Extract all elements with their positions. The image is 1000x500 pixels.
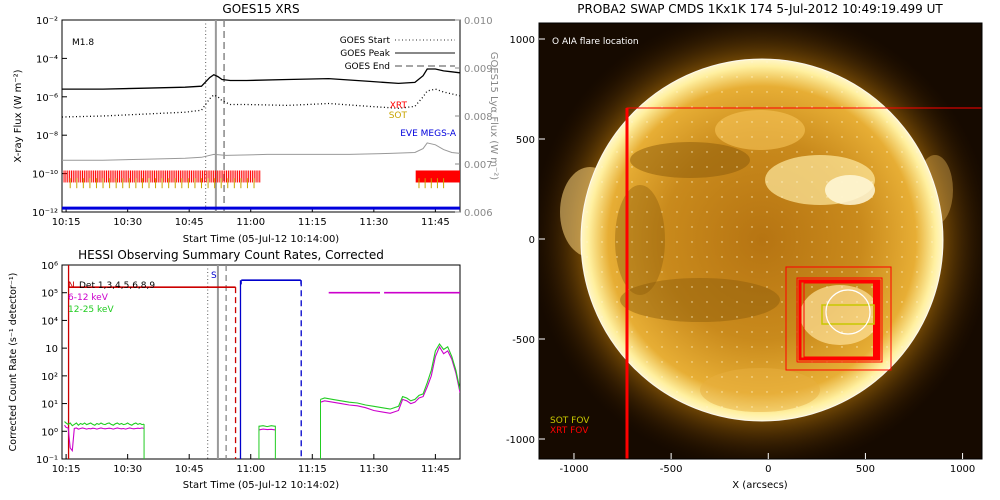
hessi-y-tick-label: 10⁰	[41, 427, 58, 438]
hessi-series-1-seg-2	[321, 344, 461, 409]
swap-title: PROBA2 SWAP CMDS 1Kx1K 174 5-Jul-2012 10…	[577, 2, 943, 16]
legend-hessi-6-12: 6-12 keV	[68, 293, 109, 303]
hessi-legend: N Det 1,3,4,5,6,8,9 6-12 keV 12-25 keV S	[68, 271, 217, 315]
goes-sot-label: SOT	[389, 111, 408, 121]
goes-flare-class: M1.8	[72, 38, 94, 48]
legend-hessi-detectors: Det 1,3,4,5,6,8,9	[79, 281, 155, 291]
hessi-y-tick-label: 10¹	[41, 400, 58, 411]
hessi-flag-s: S	[211, 271, 217, 281]
swap-x-tick-label: 500	[856, 464, 875, 475]
swap-y-tick-label: -1000	[506, 435, 535, 446]
goes-y-label: X-ray Flux (W m⁻²)	[13, 69, 24, 162]
swap-x-tick-label: 0	[765, 464, 771, 475]
legend-sot-fov: SOT FOV	[550, 416, 590, 426]
goes-series-0	[62, 69, 460, 89]
hessi-y-label: Corrected Count Rate (s⁻¹ detector⁻¹)	[8, 273, 19, 452]
hessi-y-tick-label: 10⁴	[41, 316, 58, 327]
goes-y-tick-label: 10⁻⁴	[36, 54, 58, 65]
swap-x-tick-label: 1000	[950, 464, 975, 475]
swap-y-tick-label: 0	[529, 235, 535, 246]
swap-y-tick-label: 500	[516, 135, 535, 146]
goes-series-2	[62, 143, 460, 160]
hessi-x-ticks: 10:15 10:30 10:45 11:00 11:15 11:30 11:45	[52, 454, 450, 475]
hessi-x-tick-label: 10:45	[175, 464, 204, 475]
hessi-x-tick-label: 10:30	[113, 464, 142, 475]
goes-x-tick-label: 10:30	[113, 217, 142, 228]
goes-eve-label: EVE MEGS-A	[400, 129, 457, 139]
goes-x-ticks: 10:15 10:30 10:45 11:00 11:15 11:30 11:45	[52, 207, 450, 228]
goes-y-tick-label: 10⁻¹⁰	[32, 170, 58, 181]
legend-goes-peak: GOES Peak	[340, 49, 390, 59]
legend-goes-start: GOES Start	[340, 36, 391, 46]
goes-y2-label: GOES15 Lyα Flux (W m⁻²)	[488, 52, 499, 180]
goes-y2-tick-label: 0.006	[464, 208, 493, 219]
swap-x-label: X (arcsecs)	[732, 480, 788, 491]
goes-x-tick-label: 11:45	[421, 217, 450, 228]
hessi-marks	[65, 265, 461, 459]
swap-image: O AIA flare location SOT FOV XRT FOV	[530, 8, 994, 472]
aia-flare-location-label: O AIA flare location	[552, 37, 639, 47]
hessi-flag-n: N	[68, 281, 75, 291]
swap-y-tick-label: -500	[512, 335, 535, 346]
hessi-x-tick-label: 11:45	[421, 464, 450, 475]
goes-x-label: Start Time (05-Jul-12 10:14:00)	[183, 234, 340, 245]
goes-y-tick-label: 10⁻²	[36, 16, 58, 27]
hessi-title: HESSI Observing Summary Count Rates, Cor…	[78, 248, 384, 262]
legend-xrt-fov: XRT FOV	[550, 426, 589, 436]
hessi-y-tick-label: 10⁵	[41, 289, 58, 300]
swap-x-tick-label: -500	[660, 464, 683, 475]
goes-x-tick-label: 11:00	[236, 217, 265, 228]
hessi-x-tick-label: 11:15	[298, 464, 327, 475]
hessi-series-0-seg-0	[65, 425, 145, 451]
goes-x-tick-label: 11:30	[359, 217, 388, 228]
hessi-series-0-seg-2	[321, 347, 461, 414]
swap-x-tick-label: -1000	[559, 464, 588, 475]
legend-hessi-12-25: 12-25 keV	[68, 305, 114, 315]
figure: GOES15 XRS 10⁻²10⁻⁴10⁻⁶10⁻⁸10⁻¹⁰10⁻¹² 0.…	[0, 0, 1000, 500]
hessi-series-0-seg-1	[259, 429, 276, 430]
swap-y-tick-label: 1000	[510, 35, 535, 46]
hessi-y-tick-label: 10⁶	[41, 261, 58, 272]
hessi-y-tick-label: 10²	[41, 372, 58, 383]
goes-legend: GOES Start GOES Peak GOES End	[340, 36, 455, 72]
hessi-x-label: Start Time (05-Jul-12 10:14:02)	[183, 480, 340, 491]
legend-goes-end: GOES End	[345, 62, 390, 72]
goes-y-tick-label: 10⁻⁶	[36, 93, 58, 104]
hessi-y-tick-label: 10⁳	[45, 344, 58, 355]
hessi-series-1-seg-0	[65, 422, 145, 426]
goes-coverage-bars	[62, 170, 460, 208]
goes-x-tick-label: 10:45	[175, 217, 204, 228]
hessi-series-1-seg-1	[259, 426, 276, 427]
goes-title: GOES15 XRS	[222, 2, 299, 16]
goes-y2-ticks: 0.0100.0090.0080.0070.006	[455, 16, 493, 219]
hessi-x-tick-label: 11:00	[236, 464, 265, 475]
goes-x-tick-label: 10:15	[52, 217, 81, 228]
hessi-x-tick-label: 10:15	[52, 464, 81, 475]
goes-x-tick-label: 11:15	[298, 217, 327, 228]
goes-y2-tick-label: 0.010	[464, 16, 493, 27]
goes-xrt-label: XRT	[390, 101, 408, 111]
hessi-x-tick-label: 11:30	[359, 464, 388, 475]
goes-y-tick-label: 10⁻⁸	[36, 131, 58, 142]
